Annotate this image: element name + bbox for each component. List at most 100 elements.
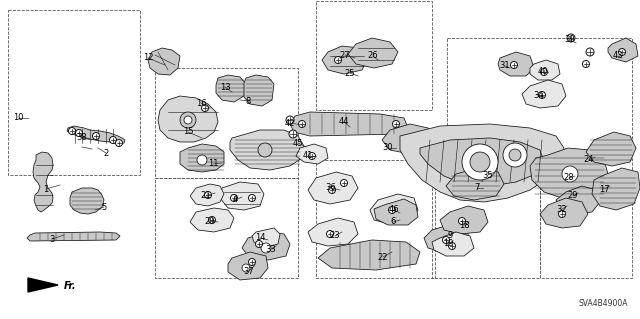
Polygon shape [556, 186, 600, 214]
Polygon shape [67, 126, 125, 144]
Text: 11: 11 [208, 160, 218, 168]
Circle shape [462, 144, 498, 180]
Polygon shape [290, 112, 408, 136]
Text: 19: 19 [443, 240, 453, 249]
Circle shape [180, 112, 196, 128]
Circle shape [458, 218, 465, 225]
Circle shape [340, 180, 348, 187]
Polygon shape [592, 168, 640, 210]
Polygon shape [244, 75, 274, 106]
Text: 4: 4 [232, 196, 237, 204]
Bar [8, 10, 140, 175]
Text: 20: 20 [205, 217, 215, 226]
Polygon shape [190, 208, 234, 232]
Text: 30: 30 [383, 144, 394, 152]
Circle shape [503, 143, 527, 167]
Text: 3: 3 [49, 234, 54, 243]
Text: 27: 27 [340, 50, 350, 60]
Text: 28: 28 [564, 174, 574, 182]
Polygon shape [70, 188, 104, 214]
Polygon shape [446, 168, 504, 200]
Text: Fr.: Fr. [64, 281, 77, 291]
Bar [155, 178, 298, 278]
Circle shape [618, 48, 625, 56]
Text: 16: 16 [196, 99, 206, 108]
Polygon shape [318, 240, 420, 270]
Circle shape [93, 132, 99, 139]
Text: 43: 43 [612, 51, 623, 61]
Text: 39: 39 [564, 35, 575, 44]
Text: 32: 32 [557, 204, 567, 213]
Text: 14: 14 [255, 234, 265, 242]
Circle shape [248, 258, 255, 265]
Text: 41: 41 [303, 152, 313, 160]
Circle shape [567, 34, 575, 42]
Text: SVA4B4900A: SVA4B4900A [579, 299, 628, 308]
Text: 1: 1 [44, 184, 49, 194]
Circle shape [442, 236, 449, 243]
Text: 38: 38 [77, 133, 88, 143]
Bar [540, 175, 632, 278]
Text: 7: 7 [474, 183, 480, 192]
Circle shape [184, 116, 192, 124]
Bar [316, 160, 435, 278]
Circle shape [115, 139, 122, 146]
Polygon shape [322, 46, 368, 74]
Circle shape [230, 195, 237, 202]
Polygon shape [148, 48, 180, 75]
Text: 25: 25 [345, 69, 355, 78]
Text: 10: 10 [13, 114, 23, 122]
Circle shape [76, 130, 83, 137]
Polygon shape [180, 144, 224, 172]
Polygon shape [608, 38, 638, 62]
Polygon shape [308, 172, 358, 204]
Circle shape [242, 264, 250, 272]
Text: 5: 5 [101, 203, 107, 211]
Polygon shape [296, 144, 328, 164]
Text: 8: 8 [245, 97, 251, 106]
Text: 42: 42 [285, 118, 295, 128]
Text: 22: 22 [378, 253, 388, 262]
Polygon shape [216, 75, 246, 102]
Polygon shape [400, 124, 564, 202]
Polygon shape [190, 184, 224, 206]
Polygon shape [348, 38, 398, 68]
Circle shape [68, 128, 76, 135]
Polygon shape [230, 130, 304, 170]
Polygon shape [252, 228, 280, 248]
Circle shape [582, 61, 589, 68]
Polygon shape [308, 218, 358, 246]
Polygon shape [420, 138, 544, 186]
Bar [155, 68, 298, 178]
Text: 40: 40 [538, 68, 548, 77]
Circle shape [298, 121, 305, 128]
Circle shape [326, 231, 333, 238]
Text: 13: 13 [220, 83, 230, 92]
Text: 9: 9 [447, 231, 452, 240]
Polygon shape [27, 232, 120, 241]
Polygon shape [370, 194, 418, 224]
Text: 36: 36 [326, 183, 337, 192]
Text: 29: 29 [568, 191, 579, 201]
Text: 21: 21 [201, 191, 211, 201]
Circle shape [562, 166, 578, 182]
Text: 26: 26 [368, 51, 378, 61]
Text: 6: 6 [390, 218, 396, 226]
Circle shape [209, 217, 216, 224]
Text: 2: 2 [104, 149, 109, 158]
Bar [432, 175, 540, 278]
Polygon shape [432, 232, 474, 256]
Text: 46: 46 [388, 205, 399, 214]
Text: 12: 12 [143, 54, 153, 63]
Polygon shape [522, 80, 566, 108]
Polygon shape [220, 182, 264, 210]
Text: 15: 15 [183, 128, 193, 137]
Circle shape [509, 149, 521, 161]
Polygon shape [228, 252, 268, 280]
Text: 24: 24 [584, 155, 595, 165]
Circle shape [109, 137, 116, 144]
Circle shape [328, 187, 335, 194]
Polygon shape [382, 124, 434, 154]
Polygon shape [530, 60, 560, 80]
Circle shape [308, 152, 316, 160]
